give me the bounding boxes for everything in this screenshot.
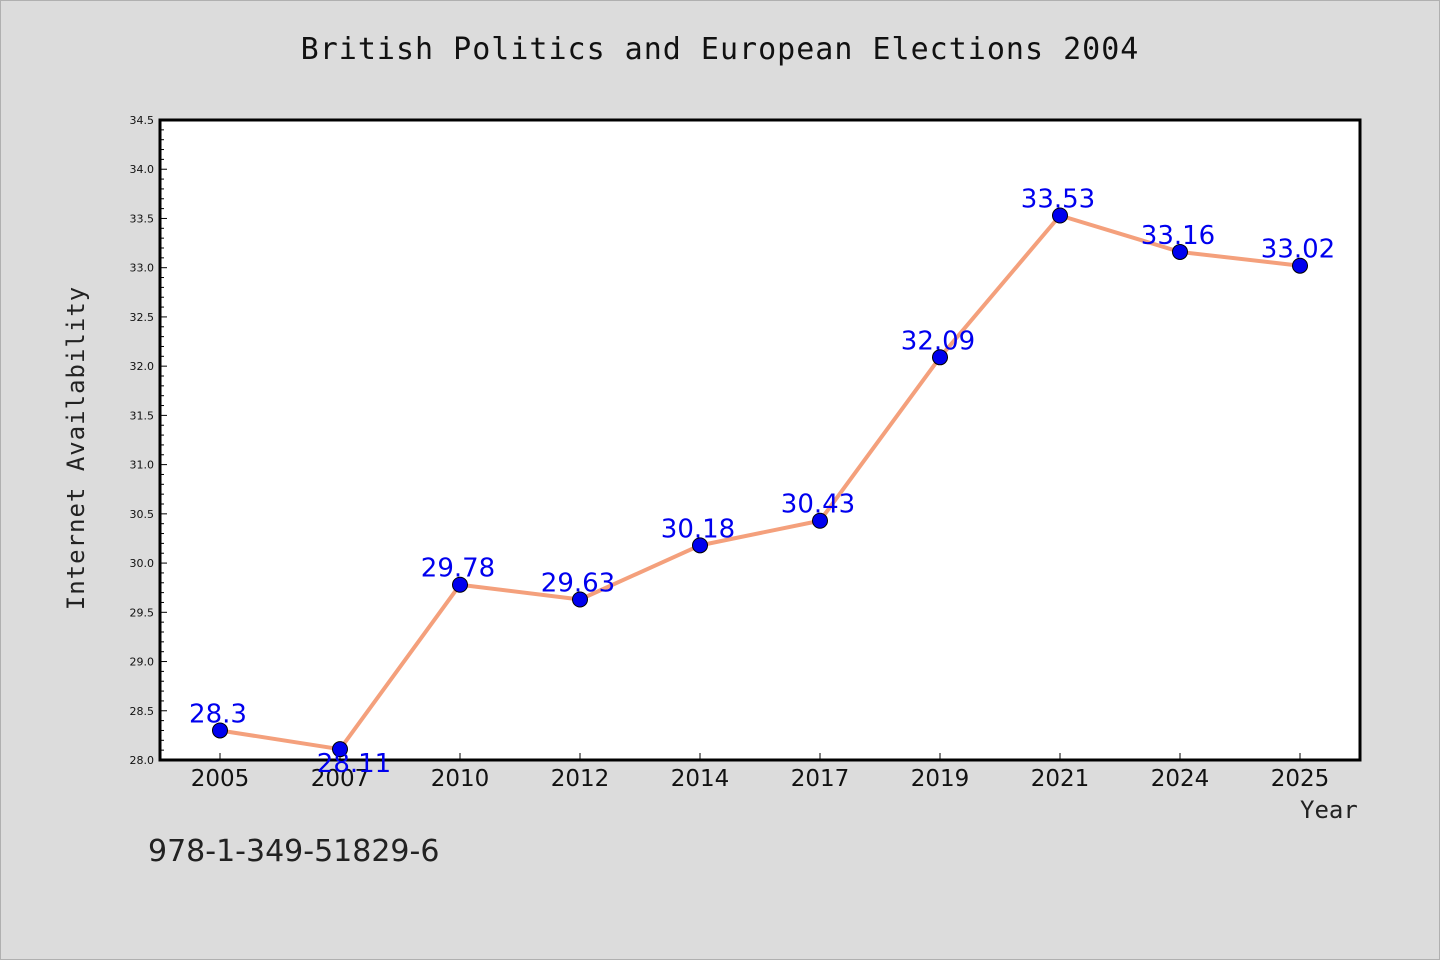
x-tick-label: 2005 — [191, 766, 250, 792]
x-tick-label: 2017 — [791, 766, 850, 792]
y-tick-label: 32.0 — [130, 360, 155, 373]
x-tick-label: 2019 — [911, 766, 970, 792]
data-label: 28.3 — [189, 699, 247, 729]
y-tick-label: 29.0 — [130, 656, 155, 669]
y-tick-label: 33.5 — [130, 212, 155, 225]
y-tick-label: 32.5 — [130, 311, 155, 324]
data-label: 28.11 — [317, 749, 391, 779]
data-point — [1292, 257, 1308, 274]
x-axis-label: Year — [1300, 796, 1358, 824]
y-tick-label: 30.0 — [130, 557, 155, 570]
data-point — [1172, 243, 1188, 260]
x-tick-label: 2021 — [1031, 766, 1090, 792]
data-label: 33.02 — [1261, 235, 1335, 265]
data-label: 30.18 — [661, 514, 735, 544]
y-tick-label: 34.0 — [130, 163, 155, 176]
data-point — [1052, 207, 1068, 224]
y-tick-label: 28.0 — [130, 754, 155, 767]
y-tick-label: 33.0 — [130, 262, 155, 275]
x-tick-label: 2010 — [431, 766, 490, 792]
data-point — [212, 722, 228, 739]
data-label: 32.09 — [901, 326, 975, 356]
data-point — [692, 537, 708, 554]
isbn-footer: 978-1-349-51829-6 — [148, 834, 440, 869]
data-point — [332, 741, 348, 758]
data-point — [572, 591, 588, 608]
plot-area — [158, 118, 1362, 762]
y-tick-label: 28.5 — [130, 705, 155, 718]
x-tick-label: 2025 — [1271, 766, 1330, 792]
data-label: 29.63 — [541, 569, 615, 599]
y-tick-label: 34.5 — [130, 114, 155, 127]
series-line — [219, 213, 1301, 752]
x-tick-label: 2012 — [551, 766, 610, 792]
x-tick-label: 2024 — [1151, 766, 1210, 792]
data-point — [932, 349, 948, 366]
data-label: 30.43 — [781, 490, 855, 520]
chart-title: British Politics and European Elections … — [300, 32, 1140, 67]
x-tick-label: 2007 — [311, 766, 370, 792]
y-tick-label: 29.5 — [130, 606, 155, 619]
y-tick-label: 31.5 — [130, 409, 155, 422]
data-point — [452, 576, 468, 593]
y-tick-label: 30.5 — [130, 508, 155, 521]
data-label: 33.16 — [1141, 221, 1215, 251]
y-tick-label: 31.0 — [130, 459, 155, 472]
data-label: 29.78 — [421, 554, 495, 584]
x-tick-label: 2014 — [671, 766, 730, 792]
data-point — [812, 512, 828, 529]
data-label: 33.53 — [1021, 185, 1095, 215]
